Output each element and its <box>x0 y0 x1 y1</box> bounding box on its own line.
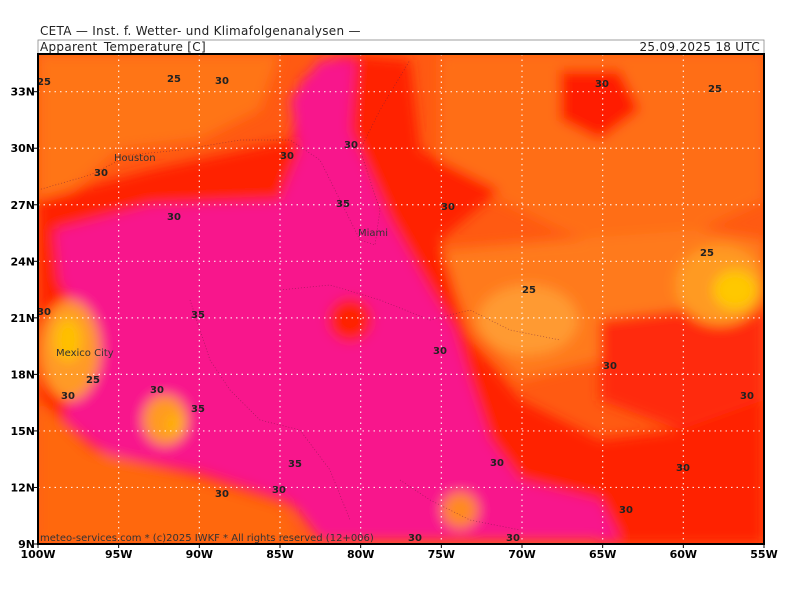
contour-label: 30 <box>506 533 520 544</box>
lat-tick-label: 27N <box>10 199 35 212</box>
lon-tick-label: 70W <box>508 548 535 561</box>
contour-label: 25 <box>86 375 100 386</box>
lon-tick-label: 95W <box>105 548 132 561</box>
lon-tick-label: 55W <box>750 548 777 561</box>
lon-tick-label: 65W <box>589 548 616 561</box>
contour-label: 30 <box>215 76 229 87</box>
contour-label: 30 <box>215 489 229 500</box>
contour-label: 30 <box>595 79 609 90</box>
city-label: Miami <box>358 228 388 239</box>
contour-label: 30 <box>150 385 164 396</box>
valid-time: 25.09.2025 18 UTC <box>640 40 761 54</box>
contour-label: 35 <box>191 404 205 415</box>
lat-tick-label: 18N <box>10 368 35 381</box>
city-label: Mexico City <box>56 348 114 359</box>
lon-tick-label: 100W <box>20 548 55 561</box>
lon-tick-label: 80W <box>347 548 374 561</box>
contour-label: 25 <box>522 285 536 296</box>
city-label: Houston <box>114 153 156 164</box>
contour-label: 25 <box>700 248 714 259</box>
footer: meteo-services.com * (c)2025 IWKF * All … <box>40 533 374 544</box>
contour-label: 30 <box>94 168 108 179</box>
contour-label: 30 <box>740 391 754 402</box>
lon-tick-label: 90W <box>186 548 213 561</box>
contour-label: 30 <box>167 212 181 223</box>
contour-label: 30 <box>433 346 447 357</box>
contour-label: 30 <box>603 361 617 372</box>
contour-label: 25 <box>37 77 51 88</box>
contour-label: 30 <box>37 307 51 318</box>
map-frame <box>37 53 765 545</box>
contour-label: 30 <box>272 485 286 496</box>
lat-tick-label: 33N <box>10 86 35 99</box>
lat-tick-label: 9N <box>18 538 35 551</box>
lat-tick-label: 12N <box>10 481 35 494</box>
contour-label: 30 <box>344 140 358 151</box>
lat-tick-label: 15N <box>10 425 35 438</box>
lon-tick-label: 75W <box>428 548 455 561</box>
contour-label: 30 <box>676 463 690 474</box>
lon-tick-label: 85W <box>266 548 293 561</box>
header-title: CETA — Inst. f. Wetter- und Klimafolgena… <box>40 24 361 38</box>
variable-label: Apparent_Temperature [C] <box>40 40 206 54</box>
contour-label: 30 <box>619 505 633 516</box>
contour-label: 30 <box>408 533 422 544</box>
contour-label: 25 <box>167 74 181 85</box>
contour-label: 30 <box>441 202 455 213</box>
contour-label: 35 <box>336 199 350 210</box>
contour-label: 25 <box>708 84 722 95</box>
map-labels: 100W 95W 90W 85W 80W 75W 70W 65W 60W 55W 9N 12N 15N 1… <box>10 74 777 561</box>
contour-label: 35 <box>288 459 302 470</box>
contour-label: 30 <box>280 151 294 162</box>
contour-label: 30 <box>490 458 504 469</box>
temperature-field <box>38 54 764 544</box>
lat-tick-label: 30N <box>10 142 35 155</box>
contour-label: 30 <box>61 391 75 402</box>
lat-tick-label: 24N <box>10 255 35 268</box>
contour-label: 35 <box>191 310 205 321</box>
lat-tick-label: 21N <box>10 312 35 325</box>
lon-tick-label: 60W <box>670 548 697 561</box>
